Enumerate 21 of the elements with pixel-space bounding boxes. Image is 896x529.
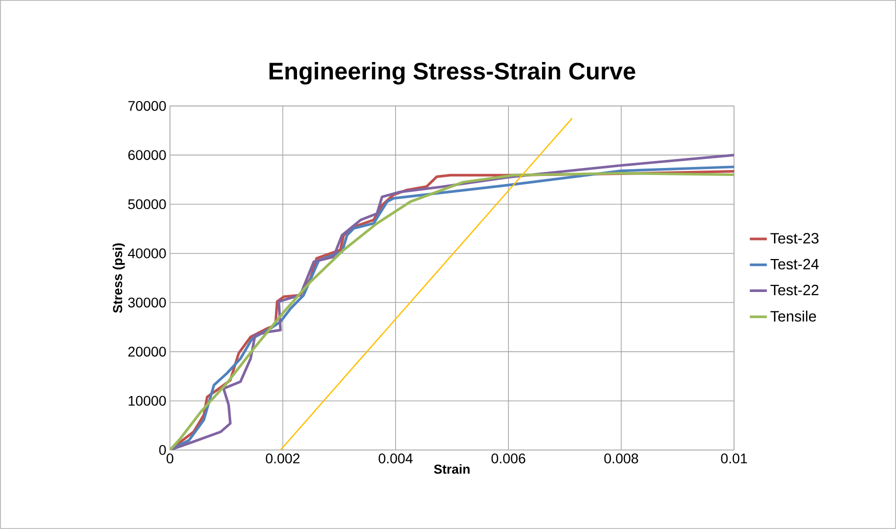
legend-label: Test-22 [770,284,818,296]
x-tick-label: 0.01 [721,454,747,464]
legend-label: Test-23 [770,233,819,244]
x-tick-label: 0.002 [266,454,300,464]
y-tick-label: 30000 [128,298,166,308]
y-tick-label: 40000 [128,248,166,258]
y-tick-label: 70000 [128,101,166,111]
x-tick-label: 0 [166,454,174,464]
legend-label: Tensile [770,310,816,322]
y-tick-label: 20000 [128,346,166,357]
x-tick-label: 0.004 [378,454,413,464]
x-tick-label: 0.008 [604,454,638,464]
y-tick-label: 0 [159,445,166,455]
y-tick-label: 50000 [128,199,166,210]
y-tick-label: 10000 [128,396,166,406]
x-axis-title: Strain [434,464,470,474]
chart-title: Engineering Stress-Strain Curve [270,62,636,85]
y-tick-label: 60000 [128,150,166,160]
x-tick-label: 0.006 [492,454,526,464]
y-axis-title: Stress (psi) [112,243,125,313]
legend-label: Test-24 [770,258,819,270]
